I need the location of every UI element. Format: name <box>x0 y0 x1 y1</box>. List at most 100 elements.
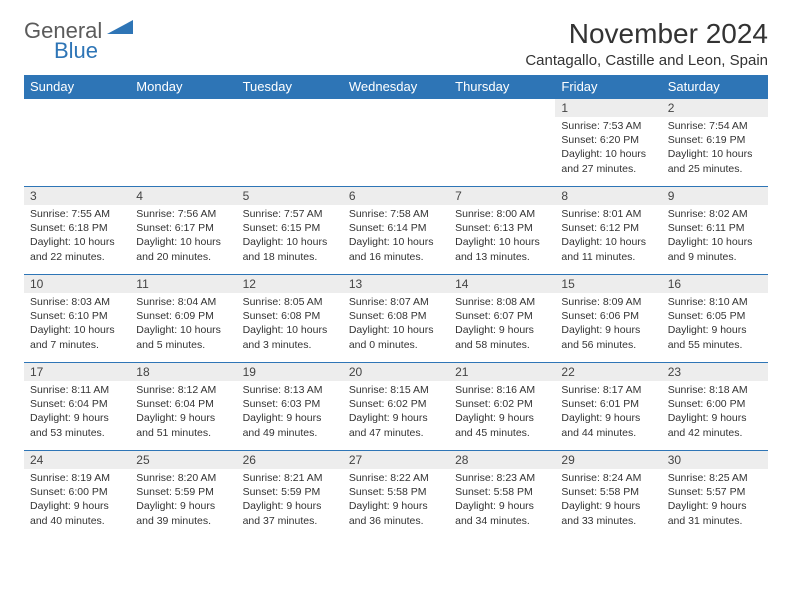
day-details: Sunrise: 8:21 AMSunset: 5:59 PMDaylight:… <box>237 469 343 530</box>
day-number: 22 <box>555 363 661 381</box>
calendar-week-row: 10Sunrise: 8:03 AMSunset: 6:10 PMDayligh… <box>24 275 768 363</box>
calendar-cell: 18Sunrise: 8:12 AMSunset: 6:04 PMDayligh… <box>130 363 236 451</box>
calendar-cell: 1Sunrise: 7:53 AMSunset: 6:20 PMDaylight… <box>555 99 661 187</box>
day-number: 12 <box>237 275 343 293</box>
calendar-cell <box>237 99 343 187</box>
calendar-cell: 25Sunrise: 8:20 AMSunset: 5:59 PMDayligh… <box>130 451 236 539</box>
day-details: Sunrise: 8:04 AMSunset: 6:09 PMDaylight:… <box>130 293 236 354</box>
day-number: 27 <box>343 451 449 469</box>
day-number: 7 <box>449 187 555 205</box>
calendar-cell: 9Sunrise: 8:02 AMSunset: 6:11 PMDaylight… <box>662 187 768 275</box>
day-details: Sunrise: 8:23 AMSunset: 5:58 PMDaylight:… <box>449 469 555 530</box>
day-details: Sunrise: 7:57 AMSunset: 6:15 PMDaylight:… <box>237 205 343 266</box>
day-number: 11 <box>130 275 236 293</box>
day-number: 5 <box>237 187 343 205</box>
day-header: Monday <box>130 75 236 99</box>
logo-word2: Blue <box>54 38 98 64</box>
day-details: Sunrise: 8:25 AMSunset: 5:57 PMDaylight:… <box>662 469 768 530</box>
calendar-cell: 4Sunrise: 7:56 AMSunset: 6:17 PMDaylight… <box>130 187 236 275</box>
day-header: Sunday <box>24 75 130 99</box>
day-details: Sunrise: 8:05 AMSunset: 6:08 PMDaylight:… <box>237 293 343 354</box>
day-details: Sunrise: 8:12 AMSunset: 6:04 PMDaylight:… <box>130 381 236 442</box>
day-header: Thursday <box>449 75 555 99</box>
calendar-cell <box>24 99 130 187</box>
day-number: 8 <box>555 187 661 205</box>
day-details: Sunrise: 8:18 AMSunset: 6:00 PMDaylight:… <box>662 381 768 442</box>
day-details: Sunrise: 7:54 AMSunset: 6:19 PMDaylight:… <box>662 117 768 178</box>
day-details: Sunrise: 7:58 AMSunset: 6:14 PMDaylight:… <box>343 205 449 266</box>
day-header: Wednesday <box>343 75 449 99</box>
title-block: November 2024 Cantagallo, Castille and L… <box>525 18 768 69</box>
location: Cantagallo, Castille and Leon, Spain <box>525 52 768 69</box>
calendar-cell: 3Sunrise: 7:55 AMSunset: 6:18 PMDaylight… <box>24 187 130 275</box>
calendar-body: 1Sunrise: 7:53 AMSunset: 6:20 PMDaylight… <box>24 99 768 539</box>
calendar-cell: 2Sunrise: 7:54 AMSunset: 6:19 PMDaylight… <box>662 99 768 187</box>
calendar-cell: 26Sunrise: 8:21 AMSunset: 5:59 PMDayligh… <box>237 451 343 539</box>
day-header-row: SundayMondayTuesdayWednesdayThursdayFrid… <box>24 75 768 99</box>
calendar-week-row: 3Sunrise: 7:55 AMSunset: 6:18 PMDaylight… <box>24 187 768 275</box>
calendar-cell: 29Sunrise: 8:24 AMSunset: 5:58 PMDayligh… <box>555 451 661 539</box>
day-number: 2 <box>662 99 768 117</box>
calendar-cell: 24Sunrise: 8:19 AMSunset: 6:00 PMDayligh… <box>24 451 130 539</box>
calendar-cell: 17Sunrise: 8:11 AMSunset: 6:04 PMDayligh… <box>24 363 130 451</box>
day-number: 25 <box>130 451 236 469</box>
day-number: 17 <box>24 363 130 381</box>
calendar-week-row: 1Sunrise: 7:53 AMSunset: 6:20 PMDaylight… <box>24 99 768 187</box>
calendar-cell: 6Sunrise: 7:58 AMSunset: 6:14 PMDaylight… <box>343 187 449 275</box>
day-details: Sunrise: 8:03 AMSunset: 6:10 PMDaylight:… <box>24 293 130 354</box>
day-details: Sunrise: 8:22 AMSunset: 5:58 PMDaylight:… <box>343 469 449 530</box>
calendar-cell: 22Sunrise: 8:17 AMSunset: 6:01 PMDayligh… <box>555 363 661 451</box>
calendar-cell: 8Sunrise: 8:01 AMSunset: 6:12 PMDaylight… <box>555 187 661 275</box>
day-details: Sunrise: 8:19 AMSunset: 6:00 PMDaylight:… <box>24 469 130 530</box>
calendar-week-row: 17Sunrise: 8:11 AMSunset: 6:04 PMDayligh… <box>24 363 768 451</box>
day-number: 9 <box>662 187 768 205</box>
day-number: 24 <box>24 451 130 469</box>
calendar-week-row: 24Sunrise: 8:19 AMSunset: 6:00 PMDayligh… <box>24 451 768 539</box>
day-header: Friday <box>555 75 661 99</box>
day-number: 28 <box>449 451 555 469</box>
day-details: Sunrise: 8:17 AMSunset: 6:01 PMDaylight:… <box>555 381 661 442</box>
day-details: Sunrise: 8:01 AMSunset: 6:12 PMDaylight:… <box>555 205 661 266</box>
month-title: November 2024 <box>525 18 768 50</box>
calendar-cell: 27Sunrise: 8:22 AMSunset: 5:58 PMDayligh… <box>343 451 449 539</box>
day-header: Tuesday <box>237 75 343 99</box>
calendar-cell: 10Sunrise: 8:03 AMSunset: 6:10 PMDayligh… <box>24 275 130 363</box>
calendar-cell: 28Sunrise: 8:23 AMSunset: 5:58 PMDayligh… <box>449 451 555 539</box>
calendar-cell <box>343 99 449 187</box>
calendar-cell: 7Sunrise: 8:00 AMSunset: 6:13 PMDaylight… <box>449 187 555 275</box>
calendar-cell: 14Sunrise: 8:08 AMSunset: 6:07 PMDayligh… <box>449 275 555 363</box>
calendar-cell: 16Sunrise: 8:10 AMSunset: 6:05 PMDayligh… <box>662 275 768 363</box>
day-details: Sunrise: 8:07 AMSunset: 6:08 PMDaylight:… <box>343 293 449 354</box>
day-number: 23 <box>662 363 768 381</box>
day-details: Sunrise: 7:55 AMSunset: 6:18 PMDaylight:… <box>24 205 130 266</box>
day-number: 21 <box>449 363 555 381</box>
calendar-cell: 19Sunrise: 8:13 AMSunset: 6:03 PMDayligh… <box>237 363 343 451</box>
calendar-cell: 5Sunrise: 7:57 AMSunset: 6:15 PMDaylight… <box>237 187 343 275</box>
day-number: 29 <box>555 451 661 469</box>
day-details: Sunrise: 8:02 AMSunset: 6:11 PMDaylight:… <box>662 205 768 266</box>
day-details: Sunrise: 8:00 AMSunset: 6:13 PMDaylight:… <box>449 205 555 266</box>
day-number: 4 <box>130 187 236 205</box>
calendar-cell: 23Sunrise: 8:18 AMSunset: 6:00 PMDayligh… <box>662 363 768 451</box>
day-details: Sunrise: 8:16 AMSunset: 6:02 PMDaylight:… <box>449 381 555 442</box>
day-details: Sunrise: 7:56 AMSunset: 6:17 PMDaylight:… <box>130 205 236 266</box>
day-details: Sunrise: 8:24 AMSunset: 5:58 PMDaylight:… <box>555 469 661 530</box>
day-number: 20 <box>343 363 449 381</box>
day-number: 10 <box>24 275 130 293</box>
day-number: 16 <box>662 275 768 293</box>
day-details: Sunrise: 7:53 AMSunset: 6:20 PMDaylight:… <box>555 117 661 178</box>
logo: General Blue <box>24 18 133 44</box>
day-number: 30 <box>662 451 768 469</box>
day-details: Sunrise: 8:09 AMSunset: 6:06 PMDaylight:… <box>555 293 661 354</box>
calendar-cell <box>449 99 555 187</box>
day-details: Sunrise: 8:08 AMSunset: 6:07 PMDaylight:… <box>449 293 555 354</box>
day-details: Sunrise: 8:10 AMSunset: 6:05 PMDaylight:… <box>662 293 768 354</box>
calendar-cell: 20Sunrise: 8:15 AMSunset: 6:02 PMDayligh… <box>343 363 449 451</box>
day-details: Sunrise: 8:20 AMSunset: 5:59 PMDaylight:… <box>130 469 236 530</box>
logo-triangle-icon <box>107 20 133 43</box>
day-number: 26 <box>237 451 343 469</box>
calendar-cell: 13Sunrise: 8:07 AMSunset: 6:08 PMDayligh… <box>343 275 449 363</box>
day-number: 3 <box>24 187 130 205</box>
day-number: 6 <box>343 187 449 205</box>
day-number: 19 <box>237 363 343 381</box>
